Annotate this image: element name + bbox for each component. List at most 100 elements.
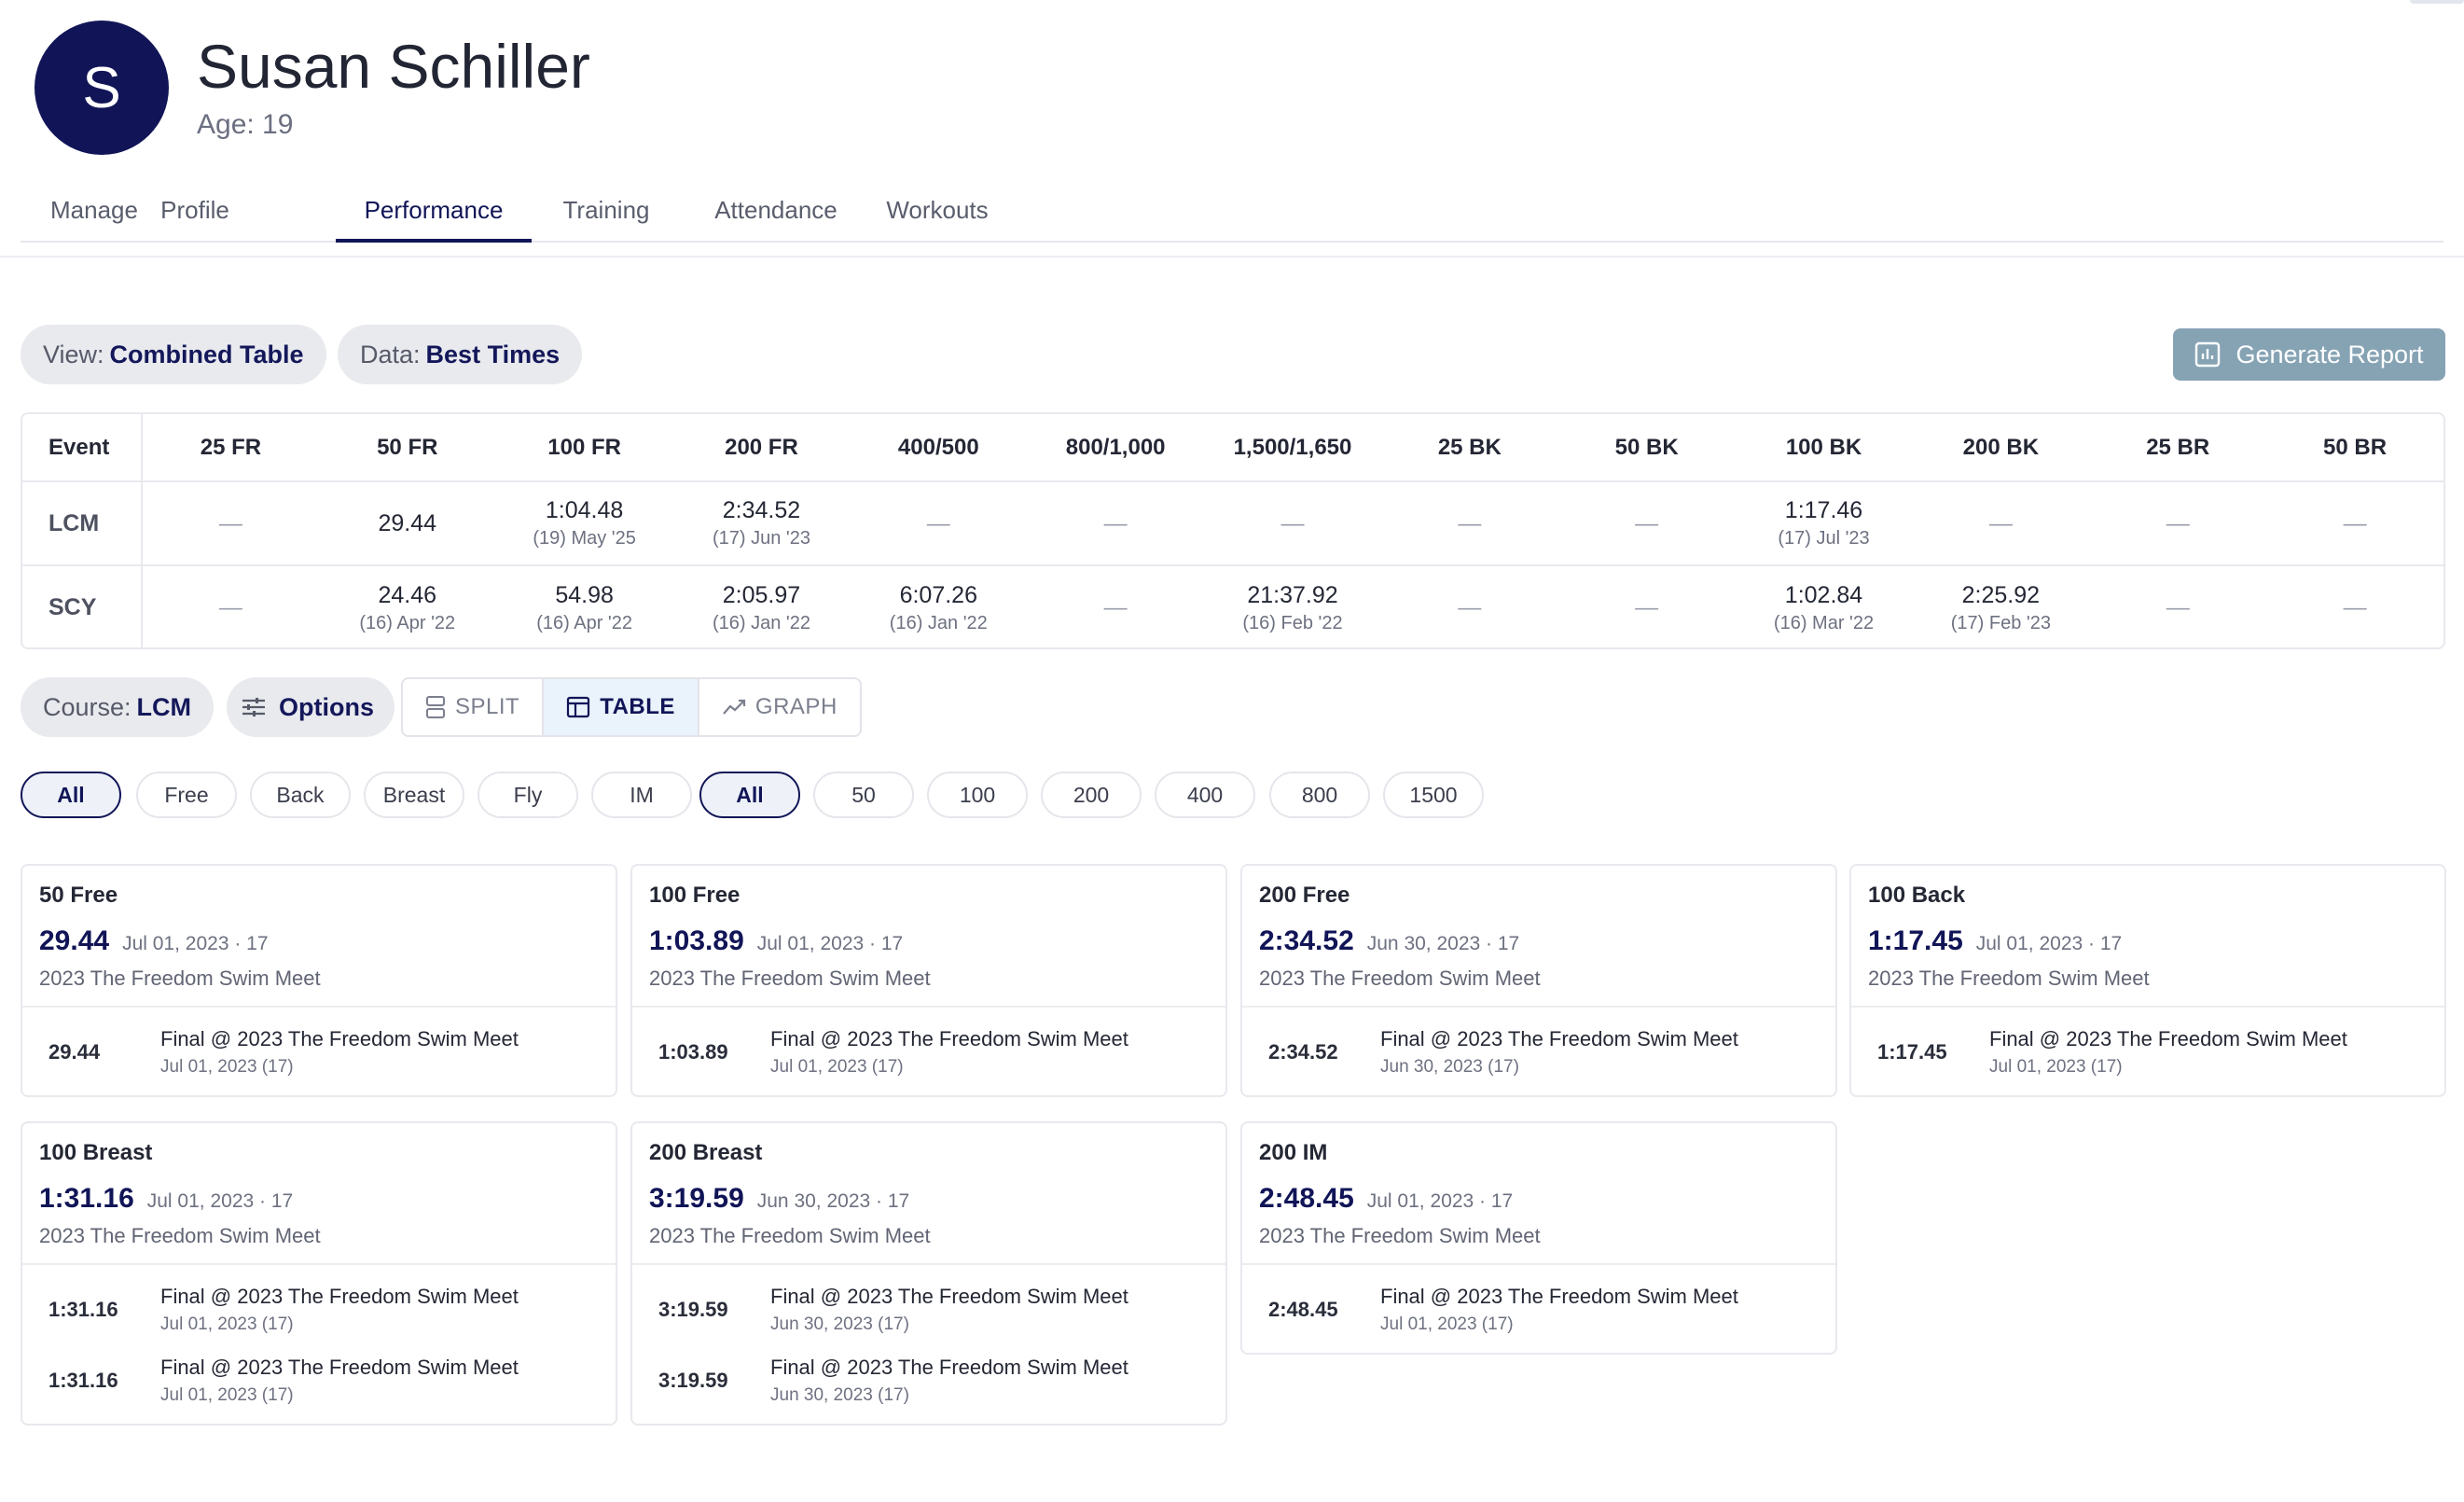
view-mode-split-label: SPLIT <box>455 694 520 719</box>
best-time-cell: — <box>2266 481 2443 566</box>
card-meet-name: 2023 The Freedom Swim Meet <box>1868 967 2150 990</box>
card-event-name: 200 Breast <box>649 1140 763 1165</box>
swim-row[interactable]: 1:31.16 Final @ 2023 The Freedom Swim Mee… <box>22 1345 616 1416</box>
swim-row[interactable]: 1:17.45 Final @ 2023 The Freedom Swim Mee… <box>1851 1017 2444 1088</box>
event-column-header: Event <box>22 414 143 482</box>
card-best-line: 1:03.89 Jul 01, 2023 · 17 <box>649 925 1209 957</box>
swim-title: Final @ 2023 The Freedom Swim Meet <box>770 1027 1128 1050</box>
distance-filter-200[interactable]: 200 <box>1041 772 1142 818</box>
avatar: S <box>35 21 169 155</box>
course-selector[interactable]: Course: LCM <box>21 677 215 737</box>
data-value: Best Times <box>425 340 561 369</box>
card-best-meta: Jul 01, 2023 · 17 <box>146 1190 294 1212</box>
best-time-meta: (17) Jun '23 <box>712 528 810 549</box>
best-time-value: — <box>1103 594 1128 620</box>
best-time-cell: 1:04.48 (19) May '25 <box>495 481 673 566</box>
tab-profile[interactable]: Profile <box>160 196 229 224</box>
swim-row[interactable]: 29.44 Final @ 2023 The Freedom Swim Meet J… <box>22 1017 616 1088</box>
swim-row[interactable]: 1:31.16 Final @ 2023 The Freedom Swim Mee… <box>22 1274 616 1345</box>
distance-filter-800[interactable]: 800 <box>1269 772 1370 818</box>
best-time-cell: — <box>1204 481 1381 566</box>
tab-manage[interactable]: Manage <box>50 196 138 224</box>
stroke-filter-im[interactable]: IM <box>591 772 692 818</box>
swim-info: Final @ 2023 The Freedom Swim Meet Jun 30… <box>1380 1027 1738 1078</box>
stroke-filter-free[interactable]: Free <box>136 772 237 818</box>
card-best-time: 2:48.45 <box>1259 1183 1354 1214</box>
swim-row[interactable]: 2:48.45 Final @ 2023 The Freedom Swim Mee… <box>1242 1274 1835 1345</box>
swim-info: Final @ 2023 The Freedom Swim Meet Jul 01… <box>770 1027 1128 1078</box>
swim-date: Jun 30, 2023 (17) <box>1380 1057 1519 1077</box>
best-times-row-scy: SCY — 24.46 (16) Apr '22 54.98 (16) Apr '22 2:… <box>22 565 2443 647</box>
swim-title: Final @ 2023 The Freedom Swim Meet <box>1380 1285 1738 1308</box>
card-event-name: 50 Free <box>39 883 118 908</box>
best-time-value: 2:05.97 <box>722 581 801 608</box>
swim-row[interactable]: 3:19.59 Final @ 2023 The Freedom Swim Mee… <box>632 1274 1225 1345</box>
best-time-meta: (16) Apr '22 <box>359 612 456 633</box>
tab-workouts[interactable]: Workouts <box>886 196 989 224</box>
best-time-value: — <box>1280 509 1305 536</box>
best-time-cell: 1:17.46 (17) Jul '23 <box>1735 481 1913 566</box>
course-row-header: SCY <box>22 565 143 647</box>
view-label: View: <box>43 340 104 369</box>
swim-row[interactable]: 3:19.59 Final @ 2023 The Freedom Swim Mee… <box>632 1345 1225 1416</box>
options-button[interactable]: Options <box>227 677 395 737</box>
swim-row[interactable]: 2:34.52 Final @ 2023 The Freedom Swim Mee… <box>1242 1017 1835 1088</box>
best-time-cell: 1:02.84 (16) Mar '22 <box>1736 565 1913 647</box>
best-time-value: — <box>1458 509 1482 536</box>
swim-date: Jul 01, 2023 (17) <box>160 1314 294 1334</box>
card-meet-name: 2023 The Freedom Swim Meet <box>39 967 321 990</box>
split-icon <box>425 695 446 719</box>
view-mode-split[interactable]: SPLIT <box>403 679 545 735</box>
tab-performance[interactable]: Performance <box>336 188 532 243</box>
view-mode-table[interactable]: TABLE <box>544 679 699 735</box>
tab-training[interactable]: Training <box>562 196 650 224</box>
distance-filter-400[interactable]: 400 <box>1155 772 1255 818</box>
card-event-name: 100 Breast <box>39 1140 153 1165</box>
best-time-cell: 6:07.26 (16) Jan '22 <box>850 565 1027 647</box>
stroke-filter-fly[interactable]: Fly <box>478 772 578 818</box>
swim-info: Final @ 2023 The Freedom Swim Meet Jun 30… <box>770 1285 1128 1335</box>
best-time-value: 6:07.26 <box>899 581 977 608</box>
distance-filter-all[interactable]: All <box>699 772 800 818</box>
best-time-meta: (16) Feb '22 <box>1242 612 1343 633</box>
best-time-cell: — <box>142 565 319 647</box>
best-time-cell: — <box>1381 565 1558 647</box>
swim-list: 2:48.45 Final @ 2023 The Freedom Swim Mee… <box>1242 1265 1835 1353</box>
best-time-meta: (17) Feb '23 <box>1950 612 2051 633</box>
athlete-age: Age: 19 <box>197 108 294 140</box>
swim-time: 3:19.59 <box>658 1369 728 1392</box>
swim-row[interactable]: 1:03.89 Final @ 2023 The Freedom Swim Mee… <box>632 1017 1225 1088</box>
card-meet-name: 2023 The Freedom Swim Meet <box>649 967 931 990</box>
best-time-cell: 2:25.92 (17) Feb '23 <box>1912 565 2089 647</box>
view-mode-graph[interactable]: GRAPH <box>699 679 860 735</box>
card-meet-name: 2023 The Freedom Swim Meet <box>1259 967 1541 990</box>
card-best-meta: Jun 30, 2023 · 17 <box>1366 933 1520 954</box>
swim-list: 1:03.89 Final @ 2023 The Freedom Swim Mee… <box>632 1008 1225 1095</box>
swim-list: 2:34.52 Final @ 2023 The Freedom Swim Mee… <box>1242 1008 1835 1095</box>
swim-date: Jun 30, 2023 (17) <box>770 1314 909 1334</box>
card-best-meta: Jul 01, 2023 · 17 <box>122 933 269 954</box>
view-selector[interactable]: View: Combined Table <box>21 325 326 384</box>
swim-title: Final @ 2023 The Freedom Swim Meet <box>770 1285 1128 1308</box>
distance-filter-1500[interactable]: 1500 <box>1383 772 1484 818</box>
column-header: 25 FR <box>142 414 319 482</box>
best-time-meta: (16) Jan '22 <box>712 612 810 633</box>
distance-filter-50[interactable]: 50 <box>813 772 914 818</box>
tab-attendance[interactable]: Attendance <box>714 196 837 224</box>
generate-report-button[interactable]: Generate Report <box>2173 328 2445 381</box>
card-best-meta: Jul 01, 2023 · 17 <box>1366 1190 1514 1212</box>
swim-title: Final @ 2023 The Freedom Swim Meet <box>1380 1027 1738 1050</box>
stroke-filter-breast[interactable]: Breast <box>364 772 464 818</box>
best-times-grid: Event 25 FR 50 FR 100 FR 200 FR 400/500 800/1,… <box>22 414 2443 647</box>
swim-time: 2:48.45 <box>1268 1298 1338 1321</box>
best-time-cell: — <box>142 481 319 566</box>
column-header: 800/1,000 <box>1027 414 1205 482</box>
swim-info: Final @ 2023 The Freedom Swim Meet Jun 30… <box>770 1356 1128 1406</box>
distance-filter-100[interactable]: 100 <box>927 772 1028 818</box>
best-time-value: 2:34.52 <box>722 497 801 523</box>
stroke-filter-all[interactable]: All <box>21 772 121 818</box>
data-selector[interactable]: Data: Best Times <box>338 325 583 384</box>
best-times-table: Event 25 FR 50 FR 100 FR 200 FR 400/500 800/1,… <box>21 412 2445 649</box>
stroke-filter-back[interactable]: Back <box>250 772 351 818</box>
best-time-cell: — <box>1558 565 1736 647</box>
